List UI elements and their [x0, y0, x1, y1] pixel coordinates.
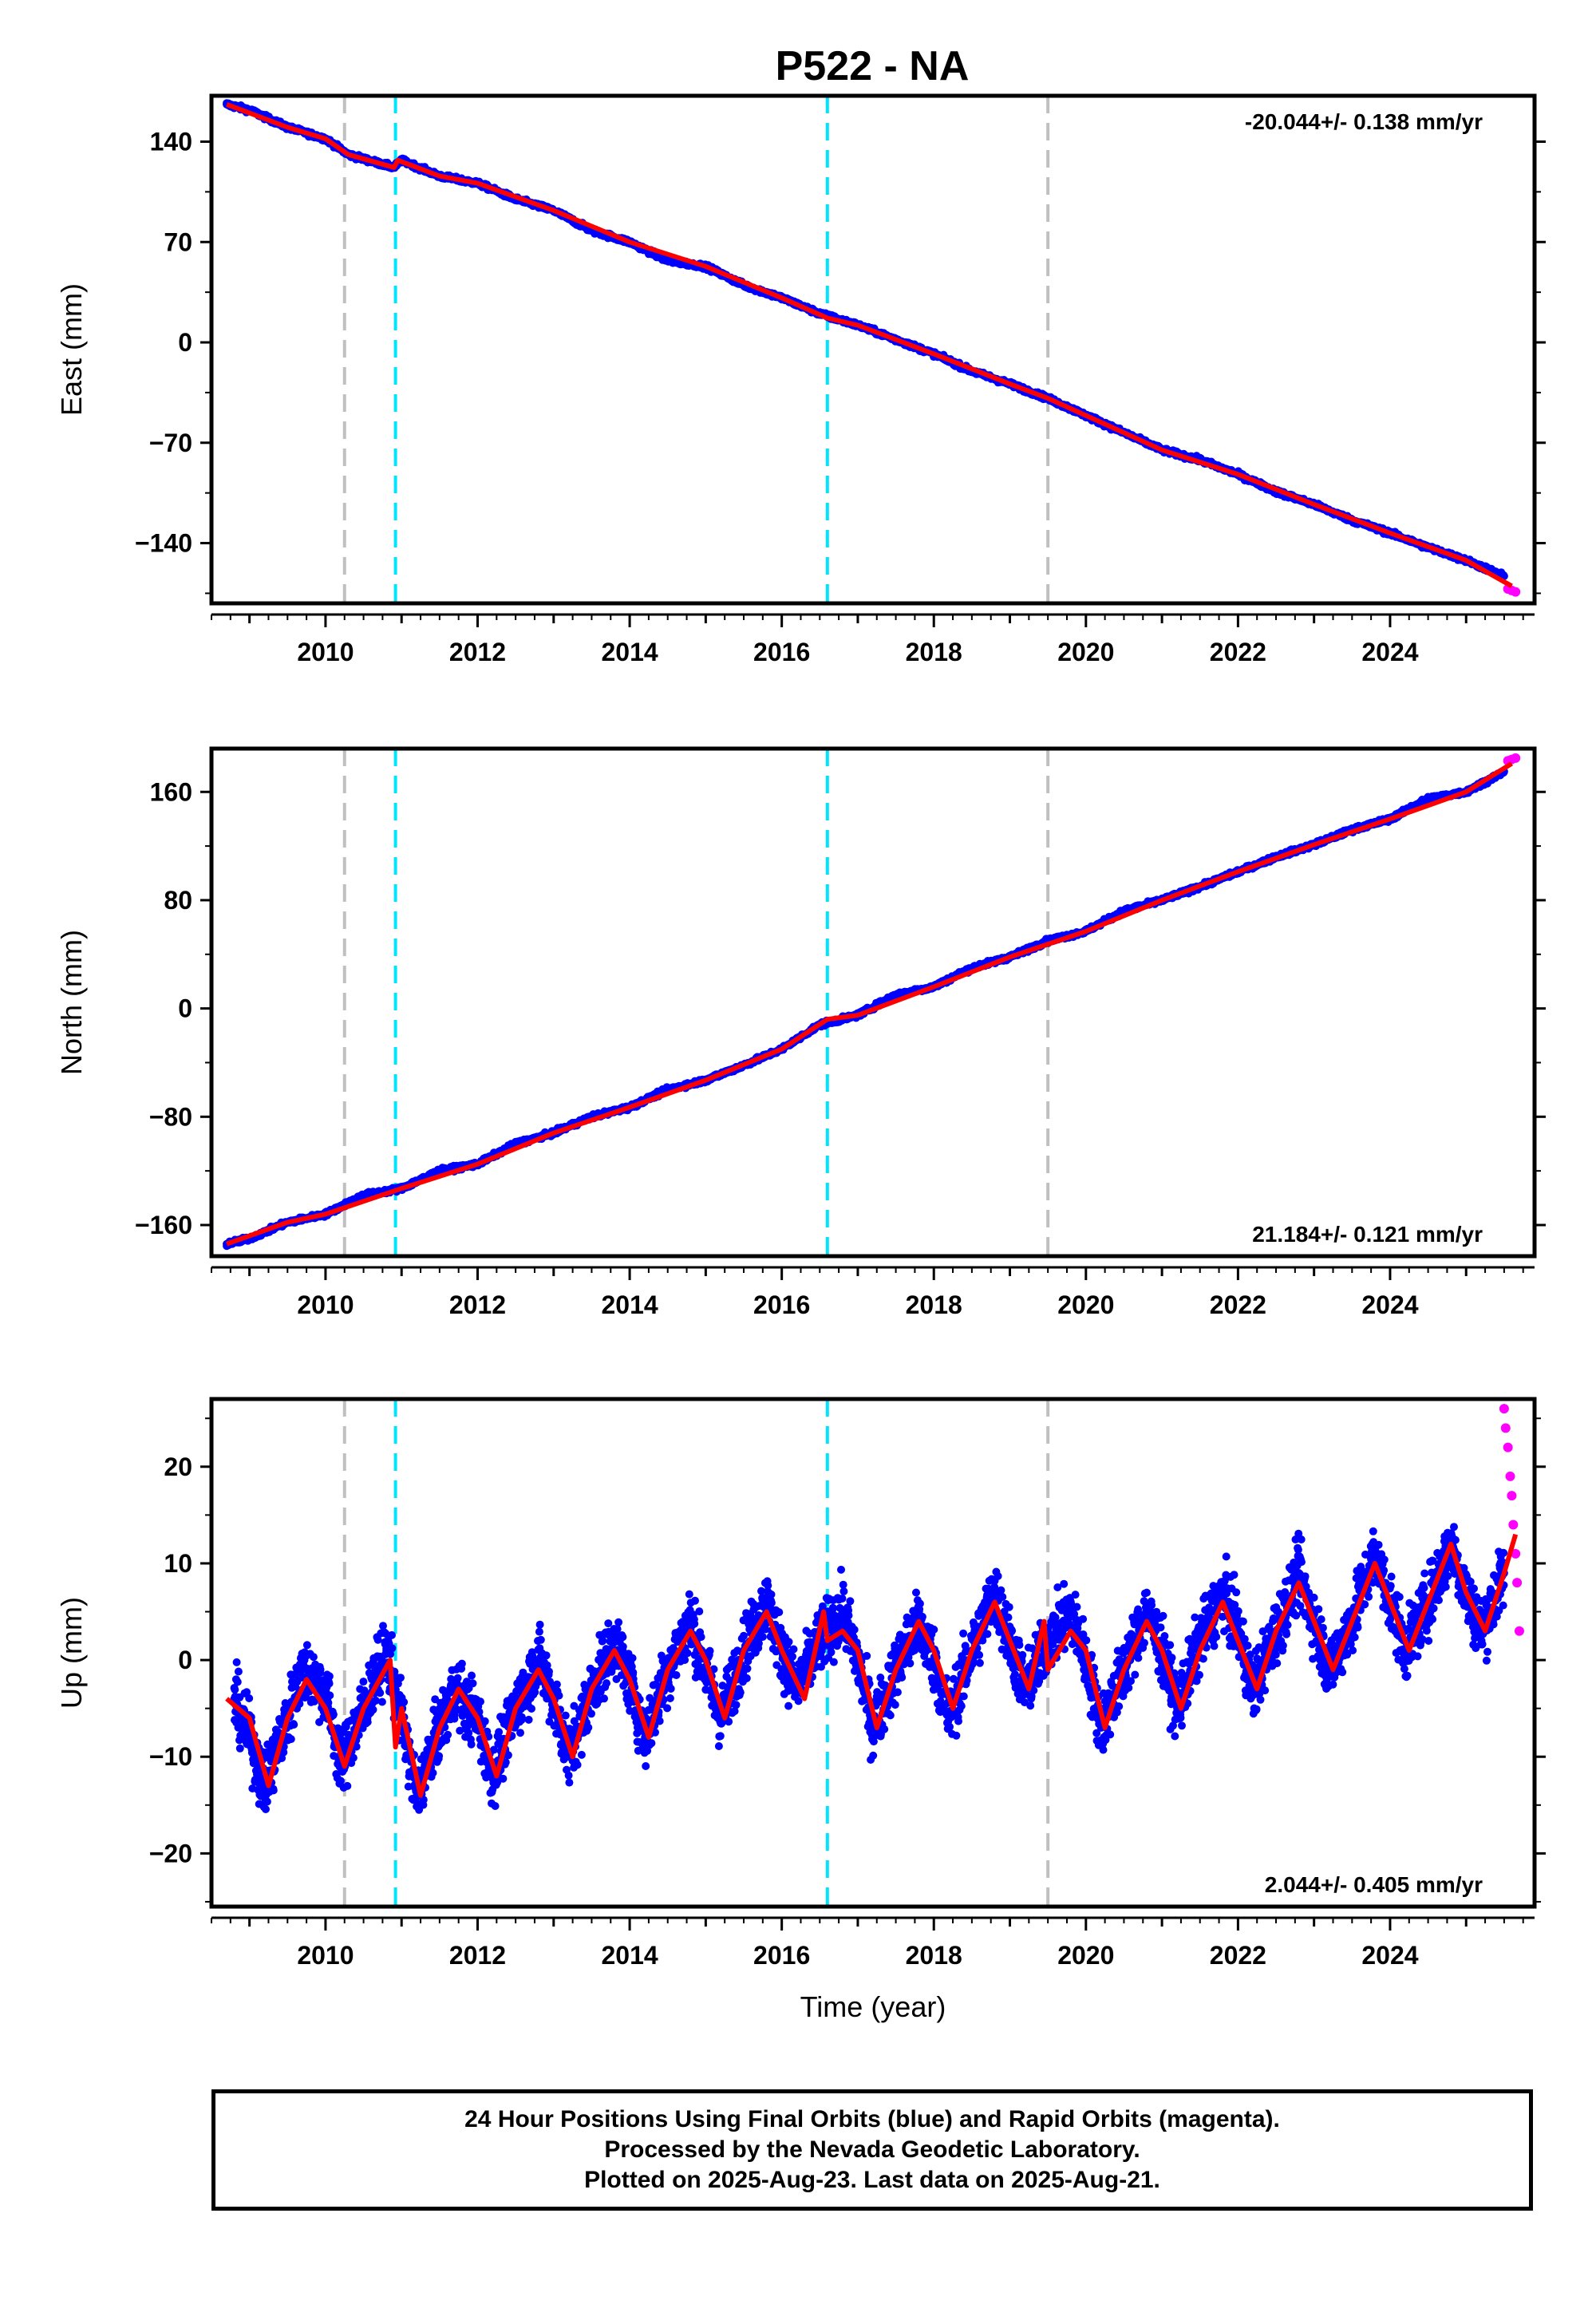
x-tick-label: 2024: [1361, 638, 1418, 666]
rapid-orbit-point: [1511, 587, 1521, 597]
x-tick-label: 2014: [601, 638, 658, 666]
east-rapid-orbit-points: [1503, 584, 1521, 597]
east-model-fit-line: [226, 101, 1513, 589]
east-frame: [209, 93, 1537, 606]
x-tick-label: 2010: [297, 638, 354, 666]
panel-east: 140 70 0 −70 −140 2010 2012 2014 2016 2018 2020 202…: [55, 93, 1546, 666]
y-tick-label: −140: [135, 529, 192, 558]
x-tick-label: 2018: [906, 638, 962, 666]
panels-group: 140 70 0 −70 −140 2010 2012 2014 2016 2018 2020 202…: [55, 93, 1546, 2023]
x-tick-label: 2022: [1210, 638, 1266, 666]
north-plot-area: [223, 749, 1521, 1256]
y-tick-label: −70: [149, 429, 192, 457]
east-plot-area: [223, 96, 1521, 603]
east-final-orbit-points: [223, 99, 1508, 580]
y-tick-label: 70: [164, 227, 192, 256]
y-tick-label: 0: [178, 328, 192, 357]
x-tick-label: 2012: [449, 638, 506, 666]
x-tick-label: 2016: [753, 638, 810, 666]
final-orbit-anchor-point: [663, 256, 672, 265]
east-rate-label: -20.044+/- 0.138 mm/yr: [1245, 109, 1483, 134]
north-final-orbit-points: [223, 767, 1508, 1251]
x-tick-label: 2020: [1057, 638, 1114, 666]
east-y-axis-label: East (mm): [55, 283, 88, 416]
y-tick-label: 140: [150, 127, 192, 156]
figure-title: P522 - NA: [776, 43, 970, 89]
